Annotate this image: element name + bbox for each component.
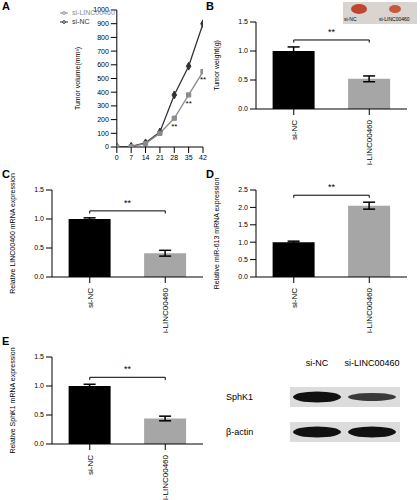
svg-text:SphK1: SphK1	[226, 392, 253, 402]
svg-text:**: **	[171, 122, 177, 131]
svg-text:**: **	[200, 75, 206, 84]
svg-text:1.0: 1.0	[34, 382, 44, 389]
svg-text:**: **	[328, 27, 336, 37]
svg-text:2.0: 2.0	[238, 204, 248, 211]
svg-text:1.0: 1.0	[238, 47, 248, 54]
svg-text:1.0: 1.0	[238, 239, 248, 246]
svg-text:0.0: 0.0	[238, 105, 248, 112]
svg-text:7: 7	[129, 154, 133, 161]
svg-text:42: 42	[199, 154, 207, 161]
svg-text:Relative SphK1 mRNA expression: Relative SphK1 mRNA expression	[9, 347, 17, 453]
svg-text:Relative miR-613 mRNA expressi: Relative miR-613 mRNA expression	[213, 178, 221, 290]
svg-text:0.0: 0.0	[34, 273, 44, 280]
svg-text:0.0: 0.0	[238, 273, 248, 280]
svg-text:1000: 1000	[93, 6, 109, 13]
svg-text:35: 35	[185, 154, 193, 161]
svg-text:2.5: 2.5	[238, 186, 248, 193]
svg-text:0.0: 0.0	[34, 440, 44, 447]
svg-text:800: 800	[97, 34, 109, 41]
svg-text:si-NC: si-NC	[86, 455, 95, 475]
svg-text:28: 28	[170, 154, 178, 161]
svg-text:0.5: 0.5	[238, 256, 248, 263]
svg-text:**: **	[124, 364, 132, 374]
svg-text:si-LINC00460: si-LINC00460	[161, 454, 170, 500]
svg-text:21: 21	[156, 154, 164, 161]
svg-text:si-LINC00460: si-LINC00460	[344, 358, 399, 368]
svg-text:Relative LINC00460 mRNA expres: Relative LINC00460 mRNA expression	[9, 173, 17, 294]
svg-text:si-LINC00460: si-LINC00460	[365, 287, 374, 333]
svg-text:700: 700	[97, 48, 109, 55]
svg-text:si-LINC00460: si-LINC00460	[365, 119, 374, 165]
svg-text:**: **	[124, 198, 132, 208]
svg-text:0.5: 0.5	[34, 411, 44, 418]
svg-text:900: 900	[97, 20, 109, 27]
svg-text:500: 500	[97, 75, 109, 82]
svg-text:si-NC: si-NC	[306, 358, 329, 368]
svg-text:si-LINC00460: si-LINC00460	[161, 287, 170, 333]
svg-text:0: 0	[105, 143, 109, 150]
svg-text:0.5: 0.5	[238, 76, 248, 83]
svg-text:1.5: 1.5	[34, 186, 44, 193]
svg-text:0: 0	[115, 154, 119, 161]
svg-text:**: **	[328, 182, 336, 192]
svg-text:si-NC: si-NC	[290, 120, 299, 140]
svg-text:1.5: 1.5	[238, 18, 248, 25]
svg-text:200: 200	[97, 116, 109, 123]
svg-text:600: 600	[97, 61, 109, 68]
svg-text:300: 300	[97, 102, 109, 109]
svg-text:400: 400	[97, 89, 109, 96]
svg-text:β-actin: β-actin	[226, 427, 253, 437]
svg-text:si-NC: si-NC	[86, 288, 95, 308]
svg-text:14: 14	[142, 154, 150, 161]
svg-text:1.5: 1.5	[34, 353, 44, 360]
svg-text:Tumor weight(g): Tumor weight(g)	[213, 40, 221, 91]
svg-text:1.0: 1.0	[34, 215, 44, 222]
svg-text:0.5: 0.5	[34, 244, 44, 251]
svg-text:**: **	[186, 99, 192, 108]
svg-text:100: 100	[97, 130, 109, 137]
svg-text:Tumor volume(mm³): Tumor volume(mm³)	[74, 47, 82, 110]
svg-text:si-NC: si-NC	[290, 288, 299, 308]
svg-text:1.5: 1.5	[238, 221, 248, 228]
